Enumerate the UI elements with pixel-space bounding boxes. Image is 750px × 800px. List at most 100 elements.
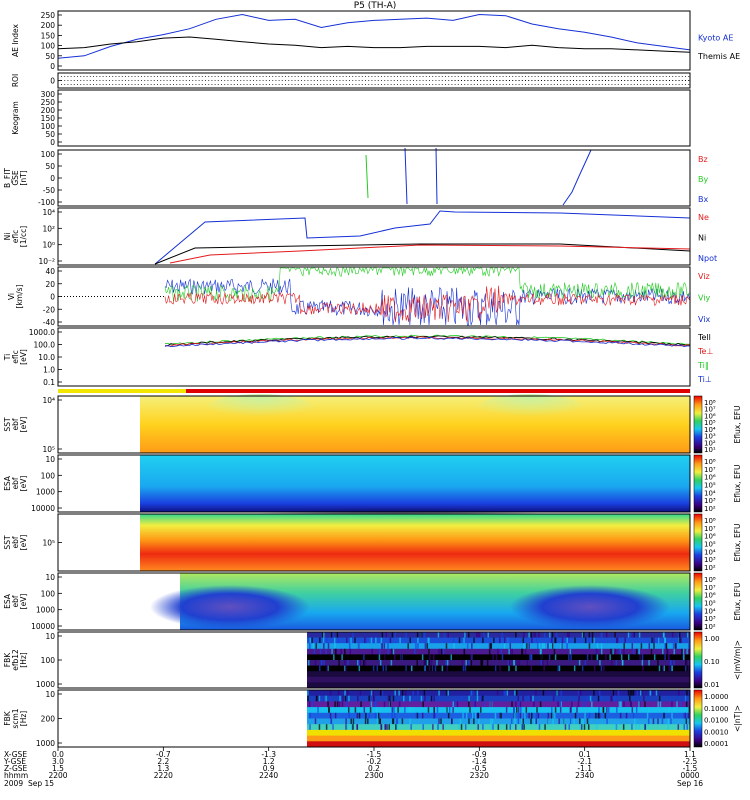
fbk-b-streak [376,707,379,713]
roi-dot [304,80,306,81]
fbk-b-streak [668,707,670,713]
roi-dot [349,76,350,77]
roi-dot [653,84,654,85]
fbk-b-streak [492,724,494,730]
fbk-e-streak [425,643,428,649]
ti-trace-1 [164,335,691,347]
roi-dot [166,76,168,77]
fbk-b-streak [559,707,562,713]
fbk-e-streak [509,648,511,655]
roi-dot [233,80,235,81]
fbk-b-streak [477,712,479,719]
roi-dot [262,84,264,85]
fbk-b-streak [520,718,523,725]
roi-dot [253,80,254,81]
roi-dot [355,80,357,81]
roi-dot [454,84,456,85]
roi-dot [73,80,75,81]
roi-dot [99,80,101,81]
roi-dot [528,76,530,77]
roi-dot [605,76,606,77]
fbk-b-streak [617,690,620,696]
roi-dot [61,84,62,85]
roi-dot [121,76,123,77]
fbk-e-streak [409,637,412,644]
roi-dot [608,80,610,81]
fbk-e-streak [494,665,497,672]
roi-dot [195,80,197,81]
roi-dot [342,80,344,81]
roi-dot [589,80,590,81]
sst-e-colorbar-label: Eflux, EFU [733,406,742,444]
fbk-b-streak [458,724,460,730]
fbk-e-streak [681,648,683,655]
roi-dot [243,84,245,85]
fbk-e-streak [561,637,564,644]
roi-dot [102,80,104,81]
fbk-e-streak [531,637,533,644]
roi-dot [160,76,162,77]
fbk-b-streak [581,718,583,725]
roi-dot [640,76,642,77]
fbk-b-streak [423,690,426,696]
panel-vi-legend-2: Vix [698,315,711,324]
sst-e-feature-0 [205,394,315,426]
fbk-b-streak [687,712,690,719]
fbk-b-streak [663,712,665,719]
panel-esa-e-tick-label: 100 [41,471,56,480]
roi-dot [256,80,258,81]
panel-vi-legend-1: Viy [698,294,711,303]
fbk-e-streak [450,654,453,660]
fbk-b-streak [677,724,680,730]
fbk-b-streak [459,718,462,725]
roi-dot [435,76,437,77]
roi-dot [109,80,110,81]
fbk-e-streak [308,643,311,649]
fbk-b-streak [577,701,580,708]
roi-dot [217,84,219,85]
fbk-e-streak [522,637,525,644]
roi-dot [589,84,590,85]
fbk-e-streak [385,632,387,638]
fbk-e-streak [344,648,346,655]
roi-dot [438,80,440,81]
roi-dot [301,80,302,81]
fbk-e-streak [323,643,325,649]
fbk-b-streak [472,690,475,696]
fbk-e-streak [425,660,428,666]
fbk-e-streak [623,665,625,672]
fbk-b-streak [377,712,379,719]
roi-dot [656,80,658,81]
roi-dot [345,80,347,81]
fbk-e-streak [612,648,614,655]
fbk-e-streak [682,648,685,655]
roi-dot [105,76,107,77]
fbk-e-streak [415,643,417,649]
fbk-b-streak [610,695,612,702]
xaxis-row-label: 2009 [4,779,23,788]
fbk-e-streak [417,643,419,649]
fbk-b-streak [460,695,463,702]
fbk-e-streak [663,665,665,672]
panel-ti-legend-3: Ti⊥ [697,375,712,384]
roi-dot [291,80,293,81]
sst-e-colorbar [693,395,703,454]
fbk-b-streak [348,712,351,719]
fbk-e-streak [616,637,619,644]
fbk-e-streak [424,632,426,638]
fbk-e-streak [383,643,386,649]
roi-dot [537,84,539,85]
roi-dot [537,76,539,77]
roi-dot [557,76,558,77]
fbk-e-streak [568,654,570,660]
fbk-b-streak [336,701,339,708]
sst-e-feature-1 [475,394,585,426]
mode-bar-slow [58,389,186,393]
roi-dot [624,80,626,81]
roi-dot [598,76,600,77]
roi-dot [582,84,584,85]
roi-dot [672,84,674,85]
panel-sst-i-ylabel: SST [3,535,12,550]
roi-dot [585,84,587,85]
fbk-e-streak [528,643,530,649]
